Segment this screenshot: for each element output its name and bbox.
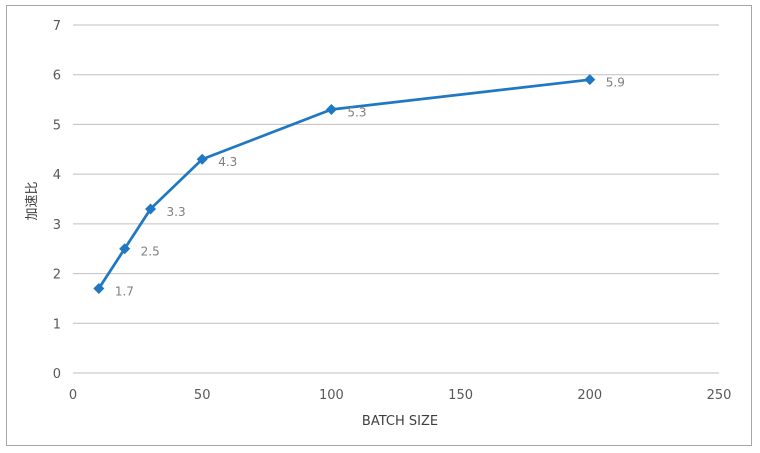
y-tick-label-5: 5 <box>53 118 61 133</box>
data-label-10: 1.7 <box>115 284 134 298</box>
y-tick-label-6: 6 <box>53 69 61 84</box>
y-tick-label-0: 0 <box>53 367 61 382</box>
y-axis-title: 加速比 <box>25 181 40 220</box>
y-tick-labels: 0 1 2 3 4 5 6 7 <box>53 19 61 382</box>
series-line-0 <box>97 78 590 290</box>
data-label-20: 2.5 <box>141 245 160 259</box>
data-point-50 <box>196 153 208 165</box>
x-axis-title: BATCH SIZE <box>362 414 438 429</box>
data-label-50: 4.3 <box>218 155 237 169</box>
data-label-30: 3.3 <box>167 205 186 219</box>
data-point-200 <box>584 74 596 86</box>
data-label-100: 5.3 <box>347 106 366 120</box>
data-point-100 <box>325 104 337 116</box>
data-point-30 <box>145 203 157 215</box>
x-tick-label-150: 150 <box>448 388 473 403</box>
y-tick-label-3: 3 <box>53 218 61 233</box>
series-group: 1.7 2.5 3.3 4.3 5.3 5.9 <box>93 74 625 298</box>
data-point-20 <box>119 243 131 255</box>
y-tick-label-7: 7 <box>53 19 61 34</box>
x-tick-label-250: 250 <box>707 388 732 403</box>
x-tick-labels: 0 50 100 150 200 250 <box>69 388 732 403</box>
x-tick-label-100: 100 <box>319 388 344 403</box>
x-tick-label-0: 0 <box>69 388 77 403</box>
y-tick-label-2: 2 <box>53 268 61 283</box>
gridlines <box>73 24 719 324</box>
data-label-200: 5.9 <box>606 76 625 90</box>
x-tick-label-50: 50 <box>194 388 211 403</box>
x-tick-label-200: 200 <box>577 388 602 403</box>
y-tick-label-1: 1 <box>53 317 61 332</box>
data-point-10 <box>93 282 105 294</box>
y-tick-label-4: 4 <box>53 168 61 183</box>
